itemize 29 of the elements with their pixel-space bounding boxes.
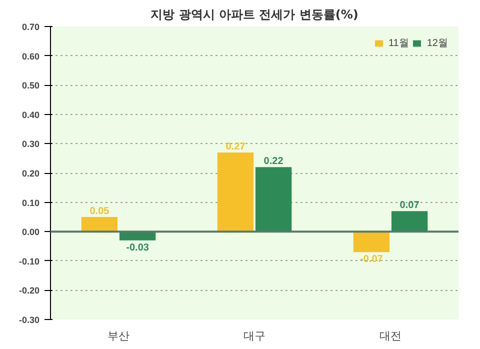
bar: [119, 232, 156, 240]
y-tick-label: 0.50: [22, 80, 40, 91]
y-tick-label: -0.20: [18, 286, 40, 296]
bar: [391, 211, 428, 232]
bar: [255, 167, 292, 232]
data-label: 0.07: [400, 200, 420, 212]
y-tick-label: 0.10: [22, 198, 40, 208]
x-tick-label: 부산: [108, 330, 130, 342]
data-label: 0.22: [264, 156, 284, 168]
y-tick-label: 0.70: [22, 22, 40, 32]
bar: [353, 232, 390, 252]
data-label: -0.07: [360, 254, 384, 266]
data-label: 0.05: [90, 206, 110, 217]
y-tick-label: 0.60: [22, 51, 40, 62]
y-tick-label: 0.00: [22, 227, 40, 238]
data-label: -0.03: [126, 242, 150, 254]
bar: [217, 152, 254, 232]
legend-label: 11월: [388, 37, 409, 50]
y-tick-label: -0.10: [18, 256, 40, 266]
y-tick-label: 0.20: [22, 168, 40, 178]
x-tick-label: 대구: [244, 330, 266, 342]
y-tick-label: 0.30: [22, 139, 40, 150]
chart-title: 지방 광역시 아파트 전세가 변동률(%): [150, 8, 358, 22]
data-label: 0.27: [226, 141, 246, 152]
x-tick-label: 대전: [380, 330, 402, 342]
y-tick-label: -0.30: [18, 315, 40, 325]
legend-label: 12월: [426, 37, 448, 50]
bar: [81, 216, 118, 232]
y-tick-label: 0.40: [22, 110, 40, 120]
